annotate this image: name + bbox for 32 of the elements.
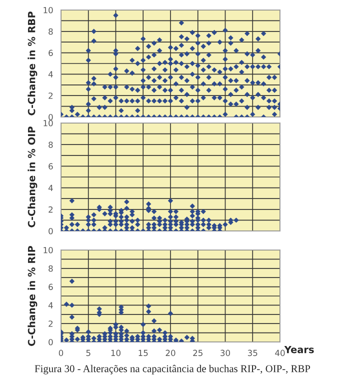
y-tick-label: 0 [48, 338, 53, 346]
x-tick-label: 25 [193, 350, 202, 356]
y-tick-label: 8 [48, 142, 53, 148]
x-tick-label: 35 [248, 350, 258, 356]
y-tick-label: 0 [48, 228, 53, 234]
y-tick-label: 6 [48, 163, 53, 170]
y-tick-label: 4 [48, 302, 53, 308]
x-tick-label: 5 [86, 350, 90, 356]
y-tick-label: 4 [48, 71, 53, 78]
y-tick-label: 10 [44, 6, 53, 14]
y-tick-label: 8 [48, 265, 53, 272]
y-tick-label: 2 [48, 320, 53, 327]
y-tick-label: 10 [44, 120, 53, 126]
y-tick-label: 4 [48, 184, 53, 191]
x-axis-title: Years [284, 346, 314, 354]
x-tick-label: 10 [111, 350, 120, 356]
y-tick-label: 0 [48, 114, 53, 120]
x-tick-label: 20 [166, 350, 176, 356]
y-tick-label: 6 [48, 284, 53, 290]
y-tick-label: 10 [44, 246, 53, 254]
y-axis-title: C-Change in % RBP [28, 12, 38, 116]
x-tick-label: 30 [220, 350, 230, 356]
y-axis-title: C-Change in % OIP [28, 126, 38, 228]
x-tick-label: 15 [138, 350, 148, 356]
x-tick-label: 40 [275, 350, 285, 356]
y-axis-title: C-Change in % RIP [28, 246, 38, 346]
y-tick-label: 8 [48, 28, 53, 35]
y-tick-label: 2 [48, 206, 53, 213]
y-tick-label: 6 [48, 50, 53, 56]
x-tick-label: 0 [58, 350, 64, 356]
text: Figura 30 - Alterações na capacitância de buchas RIP-, OIP-, RBP [34, 364, 310, 374]
y-tick-label: 2 [48, 92, 53, 99]
